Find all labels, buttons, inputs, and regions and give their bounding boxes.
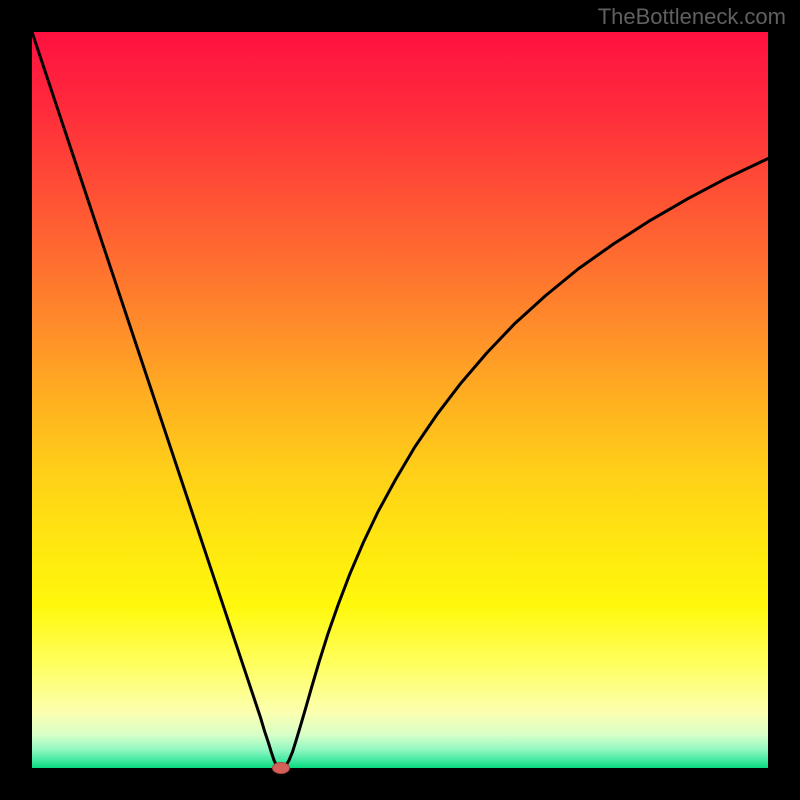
chart-curve xyxy=(32,32,768,768)
watermark-text: TheBottleneck.com xyxy=(598,4,786,30)
chart-plot-area xyxy=(32,32,768,768)
chart-minimum-marker xyxy=(272,762,290,774)
